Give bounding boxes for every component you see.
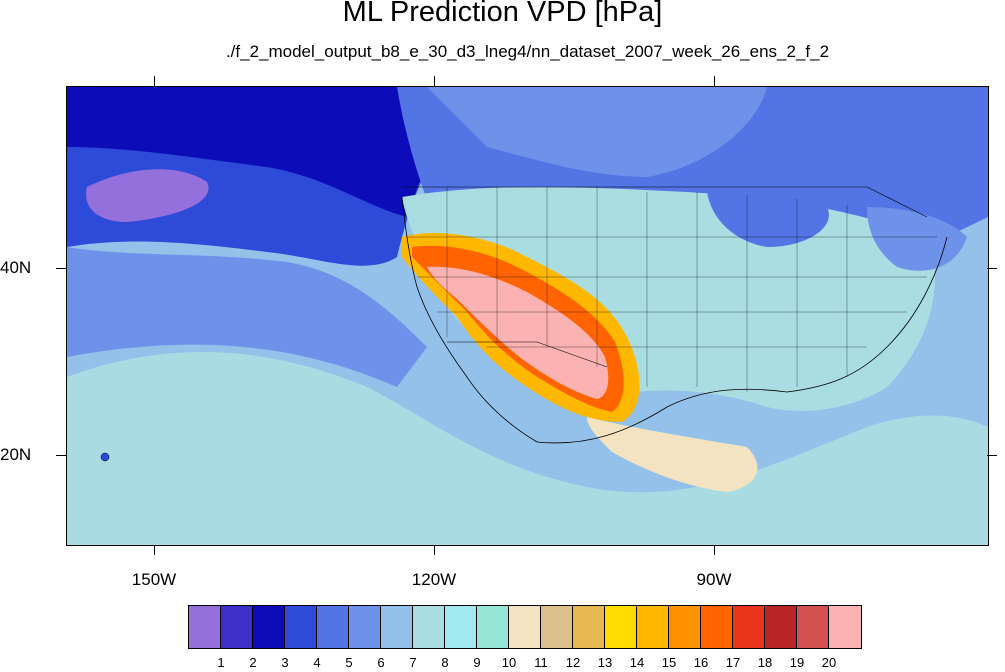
great-lakes-blue — [707, 190, 829, 247]
colorbar-swatch — [317, 606, 349, 648]
lon-tick-120w — [434, 545, 435, 555]
colorbar-swatch — [541, 606, 573, 648]
mexico-tan — [587, 417, 758, 492]
colorbar-label: 2 — [249, 655, 257, 670]
colorbar-swatch — [349, 606, 381, 648]
vpd-map — [66, 86, 989, 546]
colorbar-swatch — [253, 606, 285, 648]
colorbar-label: 14 — [629, 655, 645, 670]
colorbar-swatch — [189, 606, 221, 648]
colorbar-swatch — [509, 606, 541, 648]
colorbar-swatch — [765, 606, 797, 648]
map-subtitle: ./f_2_model_output_b8_e_30_d3_lneg4/nn_d… — [225, 42, 830, 61]
colorbar-swatch — [797, 606, 829, 648]
lon-tick-150w — [154, 545, 155, 555]
colorbar-label: 10 — [501, 655, 517, 670]
lon-tick-90w-top — [714, 76, 715, 86]
lat-tick-20n — [56, 455, 66, 456]
lon-label-150w: 150W — [131, 570, 177, 589]
colorbar-label: 20 — [821, 655, 837, 670]
lat-label-40n: 40N — [0, 258, 32, 277]
lat-tick-40n — [56, 268, 66, 269]
colorbar-swatch — [669, 606, 701, 648]
lon-tick-150w-top — [154, 76, 155, 86]
colorbar-swatch — [445, 606, 477, 648]
colorbar-label: 8 — [441, 655, 449, 670]
colorbar-label: 7 — [409, 655, 417, 670]
colorbar-label: 4 — [313, 655, 321, 670]
lat-tick-20n-right — [987, 455, 997, 456]
hawaii-island — [100, 452, 110, 462]
colorbar-swatch — [701, 606, 733, 648]
colorbar-swatch — [637, 606, 669, 648]
lon-tick-90w — [714, 545, 715, 555]
coastline-west — [401, 196, 538, 443]
colorbar-label: 9 — [473, 655, 481, 670]
colorbar-label: 13 — [597, 655, 613, 670]
colorbar-swatch — [381, 606, 413, 648]
ocean-light-band — [67, 352, 988, 545]
colorbar-label: 12 — [565, 655, 581, 670]
colorbar-label: 11 — [534, 655, 548, 670]
coastline-gulf — [536, 236, 948, 444]
colorbar-swatch — [285, 606, 317, 648]
colorbar-swatch — [573, 606, 605, 648]
colorbar — [188, 605, 862, 649]
colorbar-swatch — [477, 606, 509, 648]
canada-light — [427, 87, 767, 177]
colorbar-label: 15 — [661, 655, 677, 670]
lon-label-120w: 120W — [411, 570, 457, 589]
colorbar-swatch — [413, 606, 445, 648]
colorbar-swatch — [733, 606, 765, 648]
lat-tick-40n-right — [987, 268, 997, 269]
colorbar-label: 16 — [693, 655, 709, 670]
vpd-map-svg — [67, 87, 988, 545]
colorbar-swatch — [605, 606, 637, 648]
southwest-core — [427, 266, 609, 399]
colorbar-swatch — [221, 606, 253, 648]
colorbar-label: 18 — [757, 655, 773, 670]
colorbar-swatch — [829, 606, 861, 648]
state-lines — [407, 187, 937, 392]
colorbar-label: 6 — [377, 655, 385, 670]
violet-patch — [86, 169, 209, 222]
colorbar-label: 17 — [725, 655, 741, 670]
map-title: ML Prediction VPD [hPa] — [342, 0, 663, 28]
lat-label-20n: 20N — [0, 445, 32, 464]
us-mexico-border — [447, 341, 608, 368]
colorbar-label: 19 — [789, 655, 805, 670]
colorbar-label: 1 — [217, 655, 225, 670]
us-canada-border — [402, 186, 928, 218]
north-deep — [67, 87, 467, 217]
colorbar-label: 5 — [345, 655, 353, 670]
ocean-mid-blue — [67, 247, 427, 387]
lon-label-90w: 90W — [696, 570, 732, 589]
colorbar-label: 3 — [281, 655, 289, 670]
lon-tick-120w-top — [434, 76, 435, 86]
